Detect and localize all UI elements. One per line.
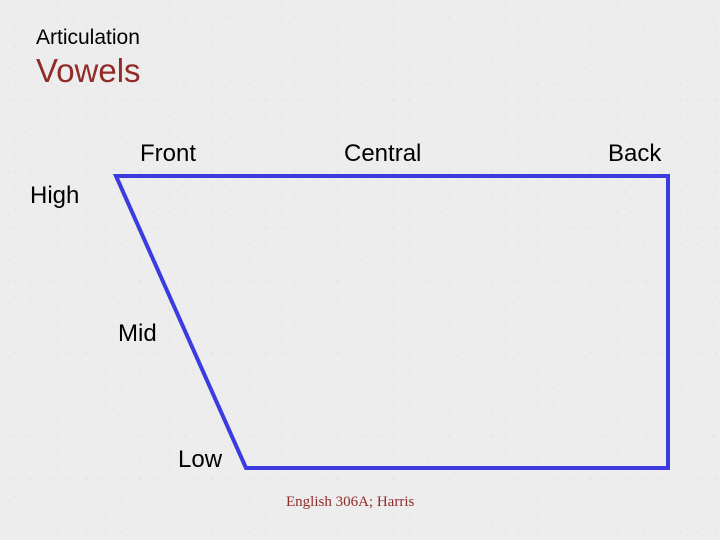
footer-text: English 306A; Harris (286, 494, 414, 511)
vowel-trapezoid (0, 0, 720, 540)
